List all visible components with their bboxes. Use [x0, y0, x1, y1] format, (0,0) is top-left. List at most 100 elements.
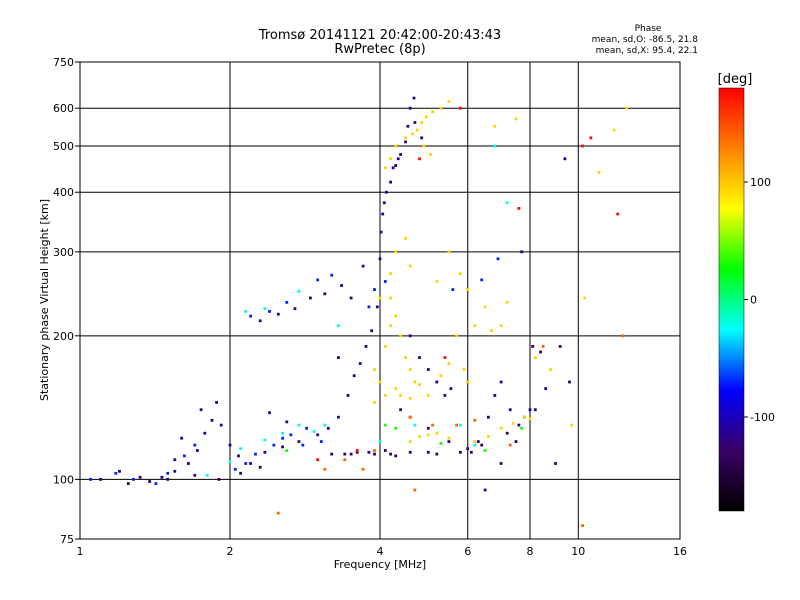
data-point	[455, 423, 458, 427]
data-point	[187, 462, 190, 465]
data-point	[435, 280, 439, 283]
grid-lines	[80, 62, 680, 539]
chart-title: Tromsø 20141121 20:42:00-20:43:43	[258, 28, 501, 43]
data-point	[114, 471, 118, 475]
data-point	[330, 452, 334, 456]
data-point	[589, 136, 593, 140]
data-point	[297, 423, 301, 427]
data-point	[375, 305, 379, 309]
data-point	[487, 415, 490, 419]
data-point	[447, 100, 451, 103]
data-point	[499, 426, 503, 430]
data-point	[466, 380, 470, 384]
x-tick-label: 4	[377, 545, 384, 558]
data-point	[539, 350, 542, 354]
data-point	[418, 435, 421, 438]
data-point	[493, 144, 497, 148]
data-point	[451, 288, 455, 291]
data-point	[413, 380, 417, 384]
data-point	[396, 157, 400, 161]
data-point	[394, 144, 398, 148]
data-point	[383, 449, 387, 452]
data-point	[418, 157, 421, 161]
colorbar-label: [deg]	[718, 72, 753, 87]
data-point	[435, 380, 439, 384]
data-point	[293, 307, 297, 311]
data-point	[459, 106, 462, 110]
data-point	[426, 368, 430, 371]
data-point	[319, 440, 323, 443]
data-point	[480, 443, 484, 447]
data-point	[549, 368, 552, 371]
data-point	[394, 314, 398, 318]
x-tick-label: 2	[227, 545, 234, 558]
data-point	[373, 452, 376, 456]
stats-heading: Phase	[635, 24, 662, 34]
data-point	[309, 296, 312, 300]
data-point	[276, 312, 280, 316]
data-point	[483, 305, 487, 309]
data-point	[173, 469, 177, 473]
data-point	[399, 153, 402, 156]
y-tick-label: 100	[53, 473, 74, 486]
data-point	[439, 374, 443, 378]
data-point	[408, 106, 412, 110]
data-point	[616, 212, 620, 216]
data-point	[205, 473, 209, 477]
data-point	[431, 110, 434, 114]
data-point	[528, 417, 532, 421]
data-point	[490, 329, 493, 333]
data-point	[426, 394, 430, 397]
y-tick-label: 400	[53, 186, 74, 199]
data-point	[505, 201, 509, 205]
data-point	[239, 447, 242, 451]
data-point	[499, 380, 503, 384]
data-point	[493, 394, 497, 397]
data-point	[447, 362, 451, 365]
data-point	[166, 471, 170, 475]
data-point	[160, 475, 164, 479]
data-point	[496, 257, 500, 261]
data-point	[323, 467, 327, 471]
data-point	[455, 334, 458, 338]
data-point	[487, 435, 490, 438]
data-point	[337, 356, 340, 359]
data-point	[364, 345, 368, 348]
data-point	[373, 449, 376, 452]
data-point	[394, 164, 398, 167]
data-point	[508, 408, 512, 412]
data-point	[378, 440, 382, 443]
data-point	[138, 475, 142, 479]
data-point	[597, 171, 601, 174]
data-point	[154, 482, 158, 485]
data-point	[361, 264, 365, 268]
data-point	[389, 157, 392, 161]
data-point	[326, 426, 330, 430]
data-point	[422, 144, 426, 148]
data-point	[285, 420, 289, 424]
data-point	[439, 106, 443, 110]
data-point	[285, 449, 289, 452]
data-point	[244, 310, 248, 313]
y-tick-label: 600	[53, 102, 74, 115]
data-point	[625, 106, 628, 110]
data-point	[378, 296, 382, 300]
data-point	[381, 212, 385, 216]
data-point	[394, 426, 398, 430]
data-point	[330, 273, 334, 277]
data-point	[415, 128, 419, 132]
data-point	[373, 368, 376, 371]
data-point	[528, 408, 532, 412]
data-point	[297, 440, 301, 443]
x-axis-label: Frequency [MHz]	[334, 558, 426, 571]
data-point	[203, 431, 207, 435]
data-point	[180, 436, 184, 440]
data-point	[412, 96, 416, 100]
data-point	[473, 418, 477, 422]
data-point	[379, 230, 383, 234]
data-point	[305, 426, 308, 430]
data-point	[281, 445, 284, 449]
data-point	[408, 415, 412, 419]
data-point	[429, 153, 432, 156]
data-point	[126, 482, 130, 485]
